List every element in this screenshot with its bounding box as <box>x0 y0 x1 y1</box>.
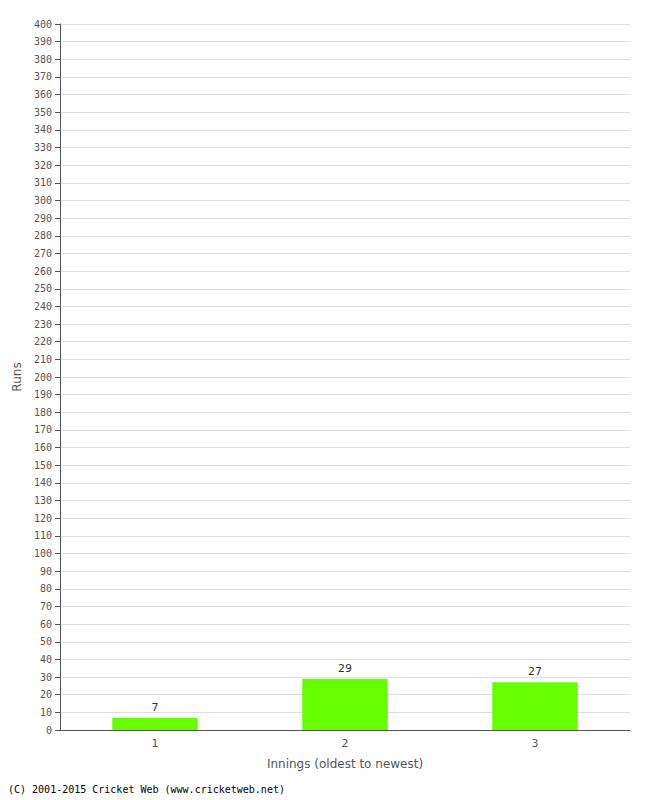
svg-text:210: 210 <box>34 354 52 365</box>
svg-text:150: 150 <box>34 460 52 471</box>
svg-text:270: 270 <box>34 248 52 259</box>
svg-text:140: 140 <box>34 477 52 488</box>
svg-text:240: 240 <box>34 301 52 312</box>
svg-text:400: 400 <box>34 19 52 30</box>
svg-text:Runs: Runs <box>10 362 24 391</box>
svg-text:230: 230 <box>34 319 52 330</box>
svg-text:120: 120 <box>34 513 52 524</box>
svg-text:70: 70 <box>40 601 52 612</box>
svg-text:40: 40 <box>40 654 52 665</box>
svg-text:280: 280 <box>34 230 52 241</box>
svg-text:100: 100 <box>34 548 52 559</box>
svg-text:170: 170 <box>34 424 52 435</box>
svg-text:320: 320 <box>34 160 52 171</box>
svg-text:360: 360 <box>34 89 52 100</box>
svg-text:29: 29 <box>338 662 352 675</box>
svg-text:350: 350 <box>34 107 52 118</box>
svg-text:260: 260 <box>34 266 52 277</box>
svg-text:250: 250 <box>34 283 52 294</box>
svg-text:220: 220 <box>34 336 52 347</box>
svg-text:370: 370 <box>34 71 52 82</box>
svg-text:130: 130 <box>34 495 52 506</box>
svg-text:60: 60 <box>40 619 52 630</box>
svg-text:200: 200 <box>34 372 52 383</box>
svg-text:1: 1 <box>152 737 159 750</box>
svg-text:110: 110 <box>34 530 52 541</box>
svg-text:330: 330 <box>34 142 52 153</box>
svg-text:30: 30 <box>40 672 52 683</box>
svg-text:290: 290 <box>34 213 52 224</box>
svg-text:20: 20 <box>40 689 52 700</box>
svg-text:7: 7 <box>152 701 159 714</box>
svg-text:10: 10 <box>40 707 52 718</box>
svg-text:90: 90 <box>40 566 52 577</box>
svg-text:0: 0 <box>46 725 52 736</box>
svg-text:160: 160 <box>34 442 52 453</box>
svg-text:340: 340 <box>34 124 52 135</box>
svg-text:3: 3 <box>532 737 539 750</box>
svg-text:27: 27 <box>528 665 542 678</box>
svg-text:380: 380 <box>34 54 52 65</box>
svg-text:310: 310 <box>34 177 52 188</box>
svg-text:180: 180 <box>34 407 52 418</box>
svg-text:Innings (oldest to newest): Innings (oldest to newest) <box>267 757 423 771</box>
svg-text:80: 80 <box>40 583 52 594</box>
svg-text:(C) 2001-2015 Cricket Web (www: (C) 2001-2015 Cricket Web (www.cricketwe… <box>8 784 285 795</box>
svg-text:50: 50 <box>40 636 52 647</box>
svg-text:2: 2 <box>342 737 349 750</box>
svg-text:390: 390 <box>34 36 52 47</box>
svg-text:190: 190 <box>34 389 52 400</box>
svg-text:300: 300 <box>34 195 52 206</box>
